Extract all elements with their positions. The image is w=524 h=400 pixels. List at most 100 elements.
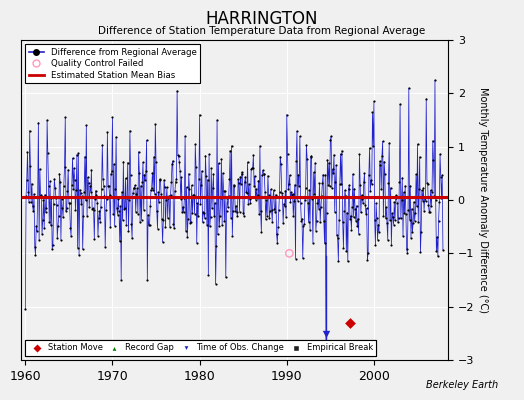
Point [108, 114, 117, 120]
Point [58, 204, 67, 211]
Point [233, 209, 241, 215]
Point [131, 182, 139, 189]
Point [23, 149, 31, 156]
Point [103, 195, 111, 202]
Point [303, 156, 311, 162]
Point [143, 137, 151, 144]
Point [48, 246, 57, 252]
Point [45, 219, 53, 225]
Point [370, 216, 379, 223]
Point [136, 219, 144, 226]
Point [191, 141, 200, 148]
Point [348, 171, 357, 177]
Point [205, 223, 214, 230]
Y-axis label: Monthly Temperature Anomaly Difference (°C): Monthly Temperature Anomaly Difference (… [478, 87, 488, 313]
Point [272, 191, 280, 198]
Point [434, 253, 442, 260]
Point [52, 202, 61, 208]
Point [104, 182, 112, 189]
Point [68, 155, 77, 161]
Point [198, 168, 206, 174]
Point [166, 224, 174, 230]
Point [414, 218, 422, 225]
Point [118, 189, 126, 195]
Point [320, 240, 329, 246]
Point [313, 200, 322, 206]
Point [207, 165, 215, 172]
Point [95, 208, 104, 214]
Point [425, 208, 433, 215]
Point [159, 217, 168, 223]
Point [163, 184, 171, 190]
Point [106, 224, 114, 230]
Point [284, 186, 292, 192]
Point [274, 224, 282, 231]
Point [138, 178, 146, 185]
Point [195, 176, 203, 182]
Point [195, 112, 204, 118]
Point [120, 206, 128, 212]
Point [416, 154, 424, 160]
Point [408, 228, 417, 235]
Point [331, 208, 339, 215]
Point [240, 212, 248, 219]
Point [212, 242, 221, 249]
Point [139, 159, 147, 166]
Point [298, 215, 306, 222]
Point [147, 185, 156, 191]
Point [338, 148, 346, 154]
Point [265, 192, 273, 199]
Point [397, 215, 405, 222]
Point [75, 252, 83, 258]
Point [405, 85, 413, 91]
Point [219, 170, 227, 176]
Point [361, 170, 369, 176]
Point [245, 181, 253, 187]
Point [293, 128, 301, 134]
Point [365, 172, 373, 178]
Point [86, 188, 95, 195]
Point [30, 244, 39, 250]
Point [246, 200, 255, 206]
Point [297, 200, 305, 206]
Point [278, 190, 286, 196]
Point [66, 200, 74, 206]
Point [290, 198, 298, 204]
Point [398, 174, 407, 181]
Point [341, 187, 349, 194]
Point [435, 199, 443, 206]
Point [291, 182, 299, 188]
Point [280, 203, 289, 209]
Point [199, 219, 207, 225]
Point [82, 122, 91, 128]
Point [211, 281, 220, 287]
Point [97, 186, 106, 192]
Point [37, 192, 46, 198]
Point [105, 192, 114, 198]
Point [60, 182, 68, 189]
Point [227, 215, 235, 221]
Point [320, 218, 328, 224]
Point [430, 193, 439, 199]
Point [363, 205, 371, 212]
Point [387, 185, 395, 191]
Point [424, 201, 433, 208]
Point [347, 226, 356, 233]
Point [192, 240, 201, 246]
Point [391, 217, 399, 223]
Point [286, 199, 294, 205]
Point [383, 219, 391, 226]
Point [66, 224, 74, 231]
Point [171, 188, 179, 194]
Point [214, 160, 223, 166]
Point [340, 208, 348, 214]
Point [79, 246, 87, 252]
Point [355, 231, 363, 237]
Point [125, 197, 134, 204]
Point [54, 223, 62, 229]
Point [386, 217, 394, 224]
Point [193, 200, 202, 206]
Point [224, 193, 233, 200]
Point [64, 200, 73, 206]
Point [147, 187, 155, 193]
